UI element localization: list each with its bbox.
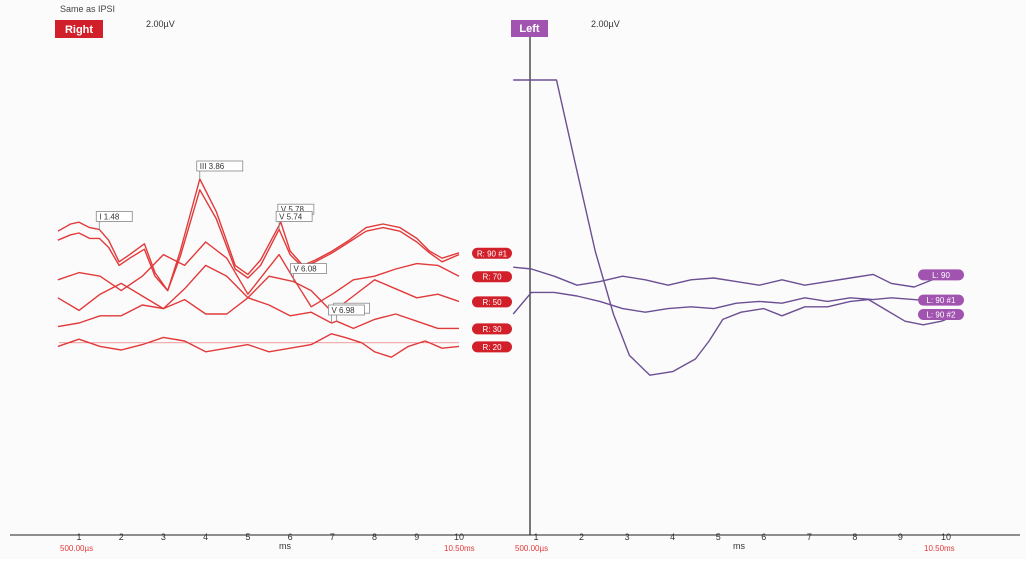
gain-label: 2.00µV (591, 19, 620, 29)
series-tag-badge[interactable] (472, 341, 512, 353)
peak-marker-box[interactable] (328, 304, 365, 316)
series-tag-label: L: 90 #2 (927, 311, 956, 320)
series-tag-badge[interactable] (918, 294, 964, 306)
waveform-r-30 (57, 297, 459, 330)
x-tick-label: 6 (761, 532, 766, 542)
series-tag-label: R: 70 (482, 273, 502, 282)
panel-title: Right (65, 24, 93, 36)
peak-marker-box[interactable] (290, 263, 327, 275)
waveform-l-90-2 (513, 79, 960, 376)
series-tag-badge[interactable] (472, 323, 512, 335)
peak-marker-box[interactable] (95, 210, 133, 222)
x-tick-label: 8 (852, 532, 857, 542)
series-tag-label: R: 90 #1 (477, 249, 508, 258)
x-tick-label: 7 (330, 532, 335, 542)
waveform-l-90-1 (512, 291, 960, 315)
x-tick-label: 9 (898, 532, 903, 542)
x-tick-label: 3 (625, 532, 630, 542)
x-tick-label: 5 (245, 532, 250, 542)
panel-title-badge (511, 20, 548, 37)
series-tag-label: R: 30 (482, 325, 502, 334)
waveform-r-70 (57, 241, 460, 308)
series-tag-badge[interactable] (472, 296, 512, 308)
x-tick-label: 7 (807, 532, 812, 542)
x-tick-label: 3 (161, 532, 166, 542)
x-start-label: 500.00µs (60, 544, 93, 553)
x-tick-label: 10 (941, 532, 951, 542)
x-tick-label: 10 (454, 532, 464, 542)
series-tag-label: L: 90 (932, 271, 950, 280)
x-tick-label: 6 (288, 532, 293, 542)
x-tick-label: 2 (579, 532, 584, 542)
x-tick-label: 2 (119, 532, 124, 542)
x-tick-label: 5 (716, 532, 721, 542)
series-tag-label: L: 90 #1 (927, 296, 956, 305)
peak-marker-box[interactable] (196, 160, 244, 172)
waveform-r-20 (57, 333, 460, 358)
series-tag-badge[interactable] (918, 269, 964, 281)
x-tick-label: 8 (372, 532, 377, 542)
x-axis-label: ms (279, 541, 291, 551)
x-tick-label: 4 (203, 532, 208, 542)
peak-marker-label: I 1.48 (99, 212, 120, 221)
series-tag-label: R: 50 (482, 298, 502, 307)
x-tick-label: 4 (670, 532, 675, 542)
series-tag-label: R: 20 (482, 343, 502, 352)
peak-marker-box[interactable] (275, 210, 313, 222)
waveform-r-90-1 (57, 178, 460, 292)
series-tag-badge[interactable] (472, 271, 512, 283)
peak-marker-label: V 6.98 (331, 306, 355, 315)
panel-title: Left (519, 23, 540, 35)
x-axis-label: ms (733, 541, 745, 551)
x-tick-label: 9 (414, 532, 419, 542)
x-tick-label: 1 (533, 532, 538, 542)
peak-marker-label: V 5.78 (281, 205, 305, 214)
waveform-r-90-2 (57, 189, 460, 292)
x-start-label: 500.00µs (515, 544, 548, 553)
peak-marker-label: V 5.74 (279, 212, 303, 221)
x-end-label: 10.50ms (924, 544, 955, 553)
waveform-r-50 (57, 264, 460, 313)
series-tag-badge[interactable] (472, 247, 512, 259)
x-end-label: 10.50ms (444, 544, 475, 553)
waveform-l-90 (513, 266, 960, 288)
x-tick-label: 1 (76, 532, 81, 542)
series-tag-badge[interactable] (918, 309, 964, 320)
peak-marker-label: III 3.86 (200, 162, 225, 171)
gain-label: 2.00µV (146, 19, 175, 29)
header-note: Same as IPSI (60, 4, 115, 14)
panel-title-badge (55, 20, 103, 38)
peak-marker-label: V 6.08 (293, 265, 317, 274)
